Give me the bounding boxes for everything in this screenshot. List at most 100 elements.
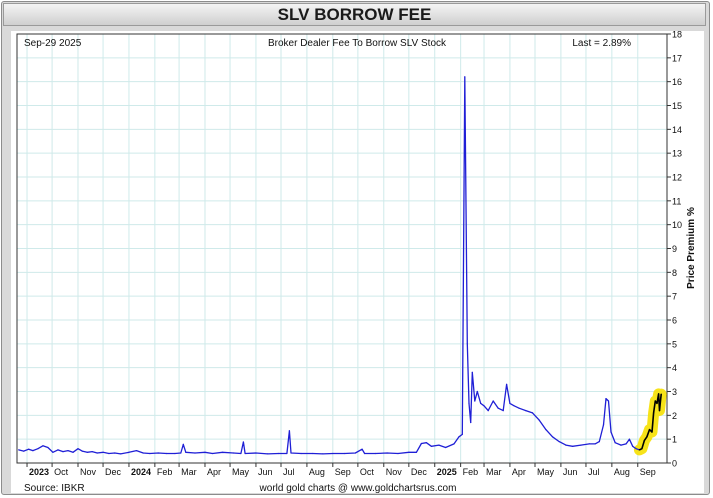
- x-tick-label: Dec: [105, 467, 122, 477]
- x-tick-label: Mar: [486, 467, 502, 477]
- data-point: [354, 452, 356, 454]
- data-point: [614, 442, 616, 444]
- data-point: [386, 452, 388, 454]
- data-point: [47, 446, 49, 449]
- data-point: [531, 412, 534, 414]
- data-point: [232, 452, 234, 454]
- y-tick-label: 1: [672, 435, 677, 445]
- data-point: [415, 451, 417, 453]
- data-point: [135, 450, 138, 452]
- y-tick-label: 8: [672, 268, 677, 278]
- data-point: [114, 452, 116, 454]
- x-tick-label: Jul: [588, 467, 600, 477]
- data-point: [149, 452, 151, 455]
- x-tick-label: Sep: [335, 467, 351, 477]
- x-tick-label: Nov: [80, 467, 97, 477]
- x-tick-label: Oct: [54, 467, 69, 477]
- data-point: [42, 445, 44, 447]
- data-point: [658, 393, 660, 395]
- data-point: [509, 402, 511, 404]
- data-point: [157, 452, 159, 454]
- data-point: [430, 445, 432, 447]
- data-point: [572, 445, 574, 447]
- x-tick-label: May: [232, 467, 250, 477]
- x-tick-label: Nov: [386, 467, 403, 477]
- data-point: [332, 452, 334, 455]
- series-line-recent: [639, 393, 662, 451]
- data-point: [286, 452, 288, 455]
- data-point: [288, 430, 290, 432]
- data-point: [425, 442, 427, 444]
- data-point: [240, 452, 242, 455]
- x-tick-label: Jul: [283, 467, 295, 477]
- data-point: [471, 371, 473, 373]
- data-point: [646, 436, 648, 438]
- data-point: [483, 405, 485, 407]
- y-tick-label: 12: [672, 173, 682, 183]
- x-tick-label: Jun: [258, 467, 273, 477]
- x-tick-label: Jun: [563, 467, 578, 477]
- y-tick-label: 9: [672, 244, 677, 254]
- data-point: [102, 451, 104, 453]
- data-point: [602, 424, 605, 426]
- data-point: [466, 343, 468, 345]
- x-tick-label: 2025: [437, 467, 457, 477]
- series-line-history: [18, 76, 640, 455]
- data-point: [635, 448, 637, 450]
- data-point: [513, 405, 515, 407]
- data-point: [518, 407, 520, 409]
- y-tick-label: 17: [672, 53, 682, 63]
- source-label: Source: IBKR: [24, 483, 85, 494]
- x-tick-label: Sep: [640, 467, 656, 477]
- data-point: [255, 452, 257, 454]
- data-point: [242, 441, 244, 443]
- x-tick-label: 2024: [131, 467, 151, 477]
- data-point: [364, 452, 366, 455]
- data-point: [620, 444, 622, 446]
- data-point: [468, 402, 470, 404]
- data-point: [174, 452, 176, 455]
- x-tick-label: May: [537, 467, 555, 477]
- data-point: [638, 449, 641, 451]
- y-tick-label: 2: [672, 411, 677, 421]
- data-point: [62, 451, 64, 453]
- data-point: [312, 452, 314, 455]
- x-tick-label: Feb: [463, 467, 479, 477]
- x-tick-label: Mar: [181, 467, 197, 477]
- data-point: [565, 444, 567, 446]
- last-value: Last = 2.89%: [572, 38, 631, 49]
- data-point: [545, 429, 547, 431]
- data-point: [182, 443, 184, 445]
- data-point: [538, 419, 540, 421]
- data-point: [607, 400, 610, 402]
- data-point: [641, 448, 643, 450]
- data-point: [438, 444, 440, 446]
- data-point: [525, 410, 527, 412]
- data-point: [72, 451, 74, 453]
- chart-subtitle: Broker Dealer Fee To Borrow SLV Stock: [268, 38, 447, 49]
- data-point: [551, 436, 554, 438]
- data-point: [628, 438, 631, 440]
- y-tick-label: 16: [672, 77, 682, 87]
- data-point: [18, 449, 20, 451]
- data-point: [594, 443, 596, 445]
- data-point: [506, 383, 508, 385]
- data-point: [660, 393, 662, 395]
- x-tick-label: Apr: [512, 467, 526, 477]
- y-tick-label: 18: [672, 30, 682, 40]
- data-point: [408, 451, 410, 453]
- y-tick-label: 13: [672, 149, 682, 159]
- data-point: [502, 410, 504, 412]
- x-tick-label: Aug: [309, 467, 325, 477]
- data-point: [476, 390, 478, 393]
- data-point: [244, 452, 246, 455]
- data-point: [96, 452, 98, 454]
- data-point: [120, 453, 122, 455]
- data-point: [458, 436, 460, 438]
- data-point: [480, 402, 482, 404]
- data-point: [588, 443, 590, 445]
- x-tick-label: Oct: [360, 467, 375, 477]
- data-point: [397, 452, 399, 455]
- x-tick-label: 2023: [29, 467, 49, 477]
